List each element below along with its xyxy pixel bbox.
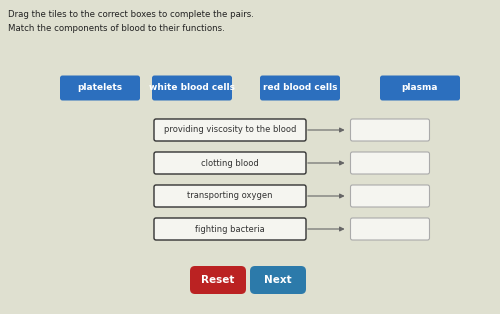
FancyBboxPatch shape	[350, 119, 430, 141]
FancyBboxPatch shape	[350, 218, 430, 240]
Text: Next: Next	[264, 275, 292, 285]
FancyBboxPatch shape	[152, 75, 232, 100]
Text: Match the components of blood to their functions.: Match the components of blood to their f…	[8, 24, 225, 33]
FancyBboxPatch shape	[260, 75, 340, 100]
Text: platelets: platelets	[78, 84, 122, 93]
FancyBboxPatch shape	[154, 119, 306, 141]
Text: plasma: plasma	[402, 84, 438, 93]
Text: Drag the tiles to the correct boxes to complete the pairs.: Drag the tiles to the correct boxes to c…	[8, 10, 254, 19]
Text: white blood cells: white blood cells	[149, 84, 235, 93]
Text: providing viscosity to the blood: providing viscosity to the blood	[164, 126, 296, 134]
FancyBboxPatch shape	[350, 152, 430, 174]
FancyBboxPatch shape	[250, 266, 306, 294]
FancyBboxPatch shape	[350, 185, 430, 207]
FancyBboxPatch shape	[154, 152, 306, 174]
Text: transporting oxygen: transporting oxygen	[187, 192, 273, 201]
FancyBboxPatch shape	[154, 218, 306, 240]
FancyBboxPatch shape	[60, 75, 140, 100]
Text: fighting bacteria: fighting bacteria	[195, 225, 265, 234]
Text: red blood cells: red blood cells	[263, 84, 337, 93]
FancyBboxPatch shape	[380, 75, 460, 100]
Text: Reset: Reset	[202, 275, 234, 285]
FancyBboxPatch shape	[154, 185, 306, 207]
FancyBboxPatch shape	[190, 266, 246, 294]
Text: clotting blood: clotting blood	[201, 159, 259, 167]
